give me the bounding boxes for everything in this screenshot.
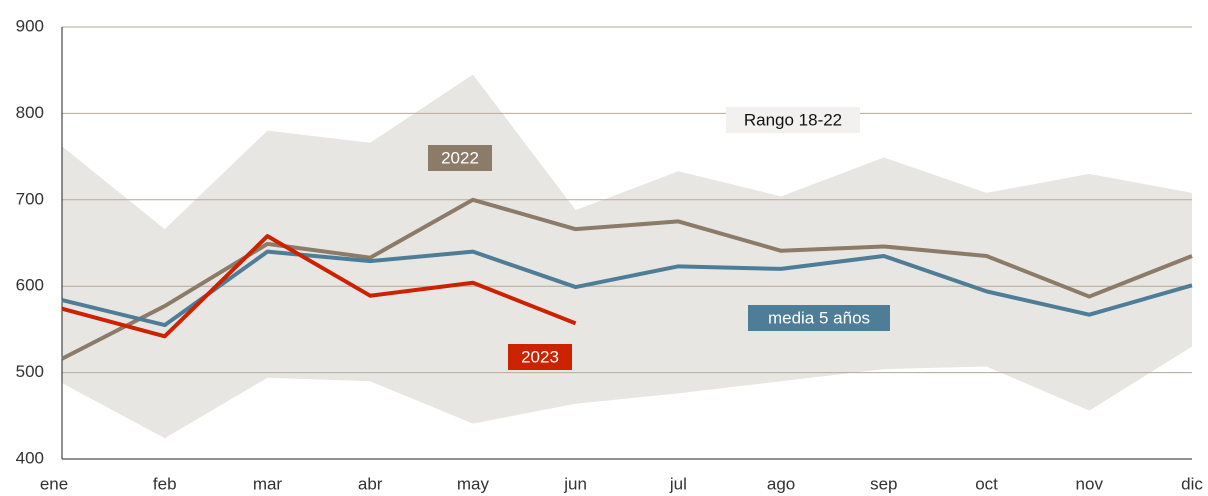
y-tick-label: 900 [16,16,44,35]
y-tick-label: 400 [16,448,44,467]
series-line [61,249,1193,328]
x-tick-label: sep [870,474,897,493]
x-tick-label: jun [563,474,587,493]
x-tick-label: feb [153,474,177,493]
series-label-box [748,305,890,331]
x-tick-label: ago [767,474,795,493]
x-tick-label: may [457,474,490,493]
y-tick-label: 600 [16,276,44,295]
series-label: 2023 [521,347,559,366]
series-label-box [508,344,572,370]
x-tick-label: oct [975,474,998,493]
band-label: Rango 18-22 [744,110,842,129]
y-tick-label: 800 [16,103,44,122]
range-band [62,74,1192,439]
band-label-box [726,107,860,133]
x-tick-label: abr [358,474,383,493]
series-line [61,234,577,339]
y-tick-label: 500 [16,362,44,381]
x-tick-label: dic [1181,474,1203,493]
y-tick-label: 700 [16,189,44,208]
series-label: 2022 [441,148,479,167]
series-label-box [428,145,492,171]
x-tick-label: nov [1076,474,1104,493]
series-label: media 5 años [768,308,870,327]
x-tick-label: jul [669,474,687,493]
x-tick-label: ene [40,474,68,493]
x-tick-label: mar [253,474,283,493]
